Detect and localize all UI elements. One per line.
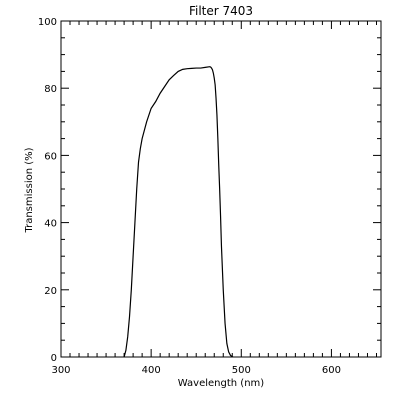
y-tick-label: 40 [44, 219, 57, 230]
x-tick-label: 400 [142, 365, 161, 376]
tick-labels-layer: 300 400 500 600 0 20 40 60 80 100 [38, 17, 341, 376]
x-axis-label: Wavelength (nm) [178, 378, 264, 389]
y-tick-label: 0 [51, 353, 57, 364]
ticks-layer [60, 20, 381, 358]
plot-frame [60, 20, 382, 358]
y-tick-label: 20 [44, 286, 57, 297]
y-tick-label: 60 [44, 151, 57, 162]
chart-title: Filter 7403 [189, 4, 253, 18]
y-tick-label: 100 [38, 17, 57, 28]
series-line [123, 66, 234, 358]
y-tick-label: 80 [44, 84, 57, 95]
x-tick-label: 300 [51, 365, 70, 376]
x-tick-label: 600 [322, 365, 341, 376]
x-tick-label: 500 [232, 365, 251, 376]
y-axis-label: Transmission (%) [24, 147, 35, 233]
